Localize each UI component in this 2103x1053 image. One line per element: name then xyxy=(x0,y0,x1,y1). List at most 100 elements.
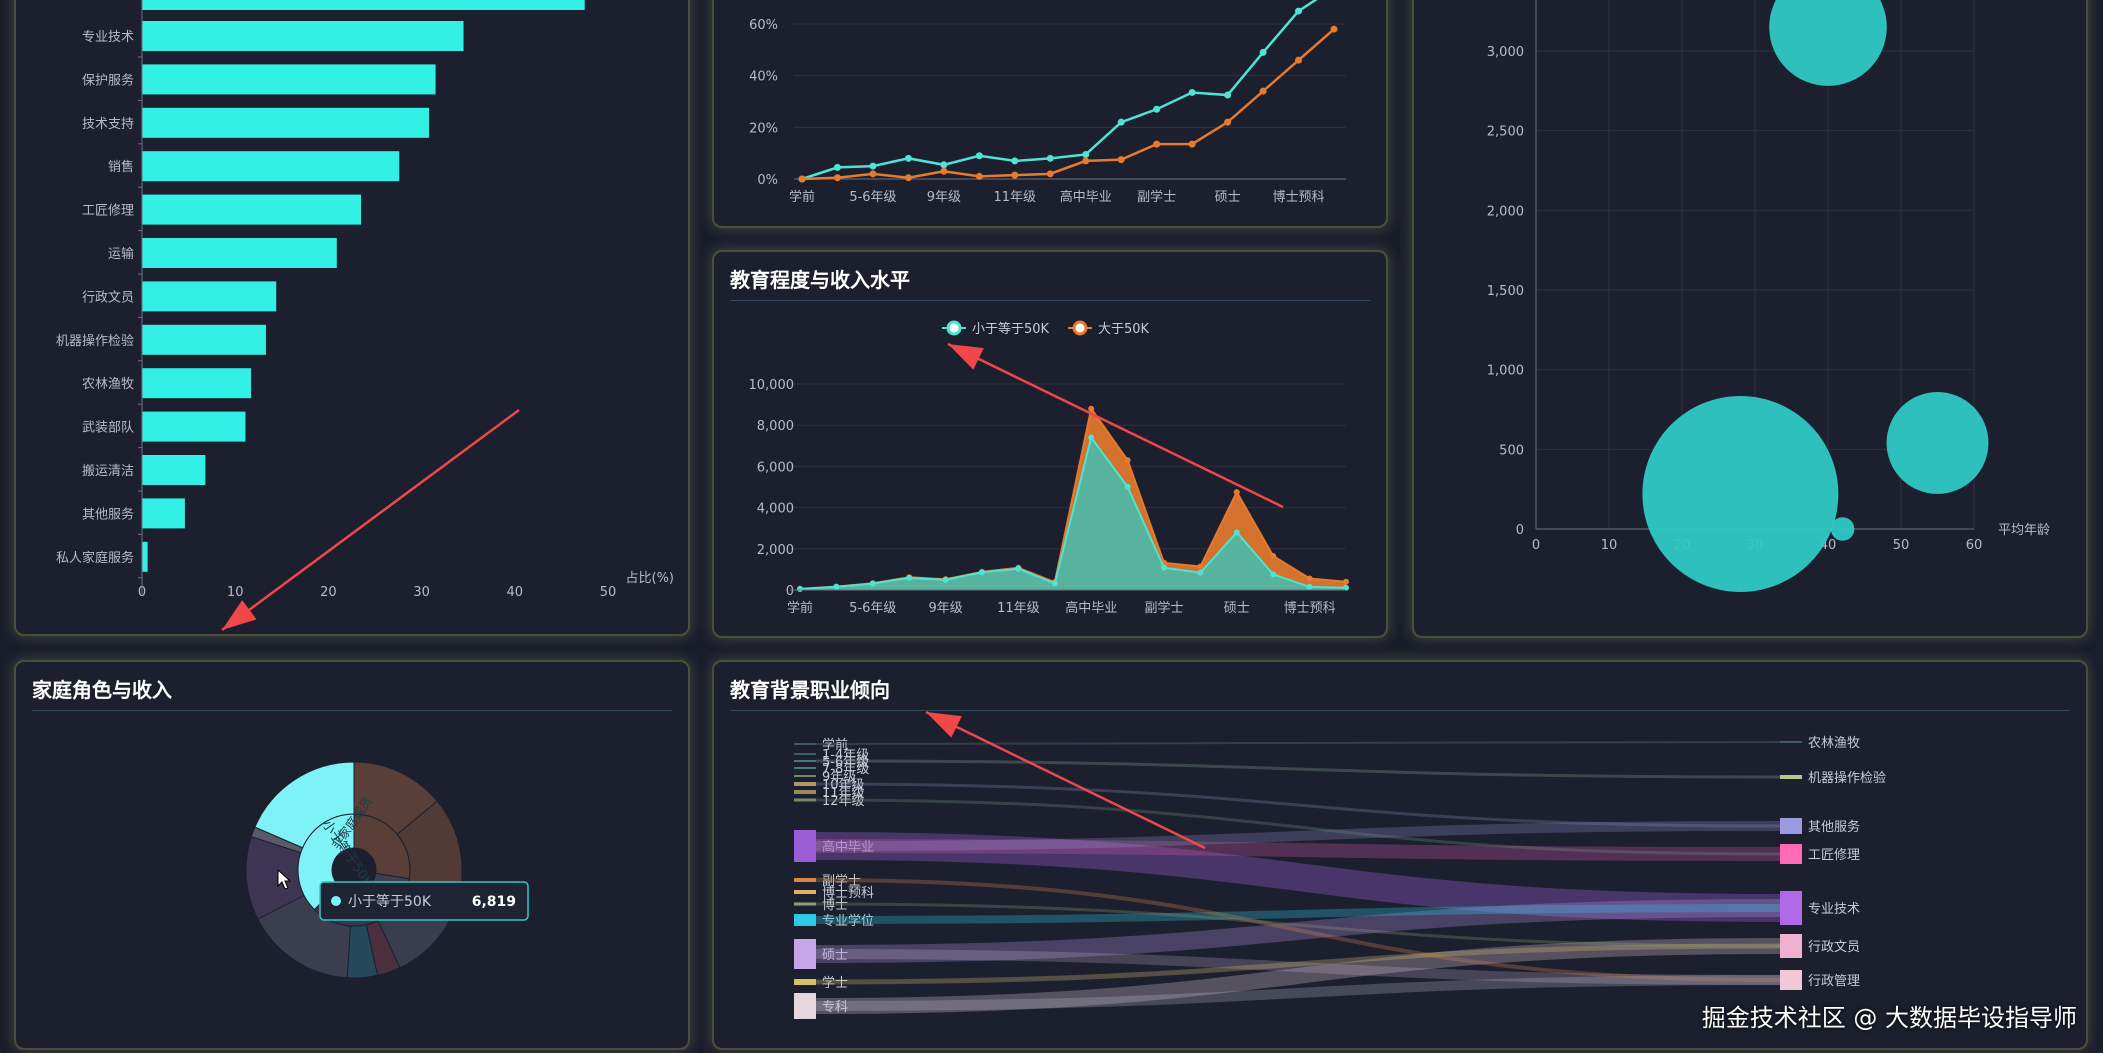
sankey-node-left xyxy=(794,993,816,1019)
occupation-bar-chart: 专业技术保护服务技术支持销售工匠修理运输行政文员机器操作检验农林渔牧武装部队搬运… xyxy=(56,0,674,600)
edu-occupation-panel: 教育背景职业倾向 学前 1-4年级 5-6年级 7-8年级 9年级 10年级 11年级 12年… xyxy=(712,660,2088,1050)
point xyxy=(942,576,949,583)
y-tick-label: 40% xyxy=(749,70,778,85)
sankey-node-right xyxy=(1780,818,1802,834)
bar-保护服务 xyxy=(142,64,436,95)
bar-其他服务 xyxy=(142,498,185,529)
sankey-flow xyxy=(815,782,1781,828)
point xyxy=(1088,405,1095,412)
family-role-title: 家庭角色与收入 xyxy=(32,678,172,702)
sankey-flow xyxy=(815,832,1781,922)
y-tick-label: 0% xyxy=(757,173,778,188)
sankey-node-left xyxy=(794,767,816,769)
tooltip-marker xyxy=(331,896,341,906)
sankey-flow xyxy=(815,949,1781,985)
point xyxy=(1306,575,1313,582)
bar-label: 销售 xyxy=(108,159,134,175)
sankey-label-left: 11年级 xyxy=(822,786,865,801)
y-tick-label: 0 xyxy=(786,584,794,599)
y-tick-label: 4,000 xyxy=(757,502,794,517)
sankey-label-left: 专业学位 xyxy=(822,913,874,929)
sankey-label-right: 专业技术 xyxy=(1808,902,1860,917)
point xyxy=(1124,483,1131,490)
sankey-node-left xyxy=(794,939,816,969)
point xyxy=(1188,140,1196,148)
sankey-label-left: 硕士 xyxy=(822,948,848,963)
point xyxy=(869,580,876,587)
x-tick-label: 11年级 xyxy=(997,601,1040,616)
x-tick-label: 9年级 xyxy=(928,601,962,616)
sankey-node-left xyxy=(794,979,816,985)
point xyxy=(1117,118,1125,126)
family-role-panel: 家庭角色与收入 小于等于50K 非家庭成员 小于等于50K 6,819 xyxy=(14,660,690,1050)
x-tick-label: 博士预科 xyxy=(1273,190,1325,205)
bar-专业技术 xyxy=(142,21,464,51)
sankey-label-left: 博士 xyxy=(822,898,848,913)
point xyxy=(1295,7,1303,15)
sankey-flow xyxy=(815,904,1781,924)
sankey-flow xyxy=(815,899,1781,963)
bar-label: 工匠修理 xyxy=(82,204,134,219)
edu-income-title: 教育程度与收入水平 xyxy=(730,268,910,292)
bar-技术支持 xyxy=(142,107,430,138)
x-tick-label: 0 xyxy=(1532,538,1540,553)
sankey-node-left xyxy=(794,878,816,882)
y-tick-label: 10,000 xyxy=(749,378,795,393)
sankey-flow xyxy=(815,741,1781,745)
point xyxy=(833,174,841,182)
bar-搬运清洁 xyxy=(142,455,206,485)
y-tick-label: 1,000 xyxy=(1487,364,1524,379)
y-tick-label: 0 xyxy=(1516,523,1524,538)
bar-label: 武装部队 xyxy=(82,421,134,436)
point xyxy=(1197,569,1204,576)
x-tick-label: 学前 xyxy=(787,600,813,616)
bar-农林渔牧 xyxy=(142,368,252,399)
sankey-label-left: 专科 xyxy=(822,1000,848,1015)
y-tick-label: 6,000 xyxy=(757,460,794,475)
y-tick-label: 2,500 xyxy=(1487,125,1524,140)
bubble xyxy=(1830,517,1855,541)
point xyxy=(904,174,912,182)
point xyxy=(1295,56,1303,64)
x-tick-label: 高中毕业 xyxy=(1065,600,1117,616)
sankey-node-left xyxy=(794,914,816,926)
sankey-label-right: 工匠修理 xyxy=(1808,848,1860,863)
point xyxy=(1270,553,1277,560)
point xyxy=(798,175,806,183)
legend-marker xyxy=(946,320,962,336)
bar-label: 机器操作检验 xyxy=(56,333,134,349)
point xyxy=(1153,105,1161,113)
bar-label: 农林渔牧 xyxy=(82,377,134,392)
title-divider xyxy=(730,300,1370,301)
legend-label: 小于等于50K xyxy=(972,321,1050,337)
point xyxy=(1051,580,1058,587)
point xyxy=(1306,583,1313,590)
occupation-panel: 专业技术 保护服务 技术支持 销售 工匠修理 运输 行政文员 机器操作检验 农林渔牧 武装部队 搬运… xyxy=(14,0,690,636)
cursor-icon xyxy=(277,868,292,890)
sankey-flow xyxy=(815,938,1781,1014)
x-tick-label: 学前 xyxy=(789,189,815,205)
bubble xyxy=(1769,0,1887,86)
point xyxy=(1224,91,1232,99)
bar-私人家庭服务 xyxy=(142,541,148,572)
point xyxy=(975,152,983,160)
sankey-node-right xyxy=(1780,934,1802,958)
edu-rate-panel: 0% 20% 40% 60% 学前 5-6年级 9年级 11年级 高中毕业 副学士 硕士 博士预科 xyxy=(712,0,1388,228)
edu-occupation-sankey-chart: 学前1-4年级5-6年级7-8年级9年级10年级11年级12年级高中毕业副学士博… xyxy=(794,736,1886,1019)
edu-income-panel: 教育程度与收入水平 0 2,000 4,000 6,000 8,000 10,000 学前 5… xyxy=(712,250,1388,638)
point xyxy=(1088,434,1095,441)
y-tick-label: 8,000 xyxy=(757,419,794,434)
legend-label: 大于50K xyxy=(1098,322,1150,337)
bar-partial-top xyxy=(142,0,585,10)
point xyxy=(1259,48,1267,56)
point xyxy=(1082,157,1090,165)
point xyxy=(906,574,913,581)
sankey-node-right xyxy=(1780,970,1802,990)
point xyxy=(1330,25,1338,33)
point xyxy=(1233,529,1240,536)
series-line-小于等于50K xyxy=(801,0,1318,181)
x-tick-label: 20 xyxy=(320,585,337,600)
point xyxy=(1270,571,1277,578)
point xyxy=(904,154,912,162)
